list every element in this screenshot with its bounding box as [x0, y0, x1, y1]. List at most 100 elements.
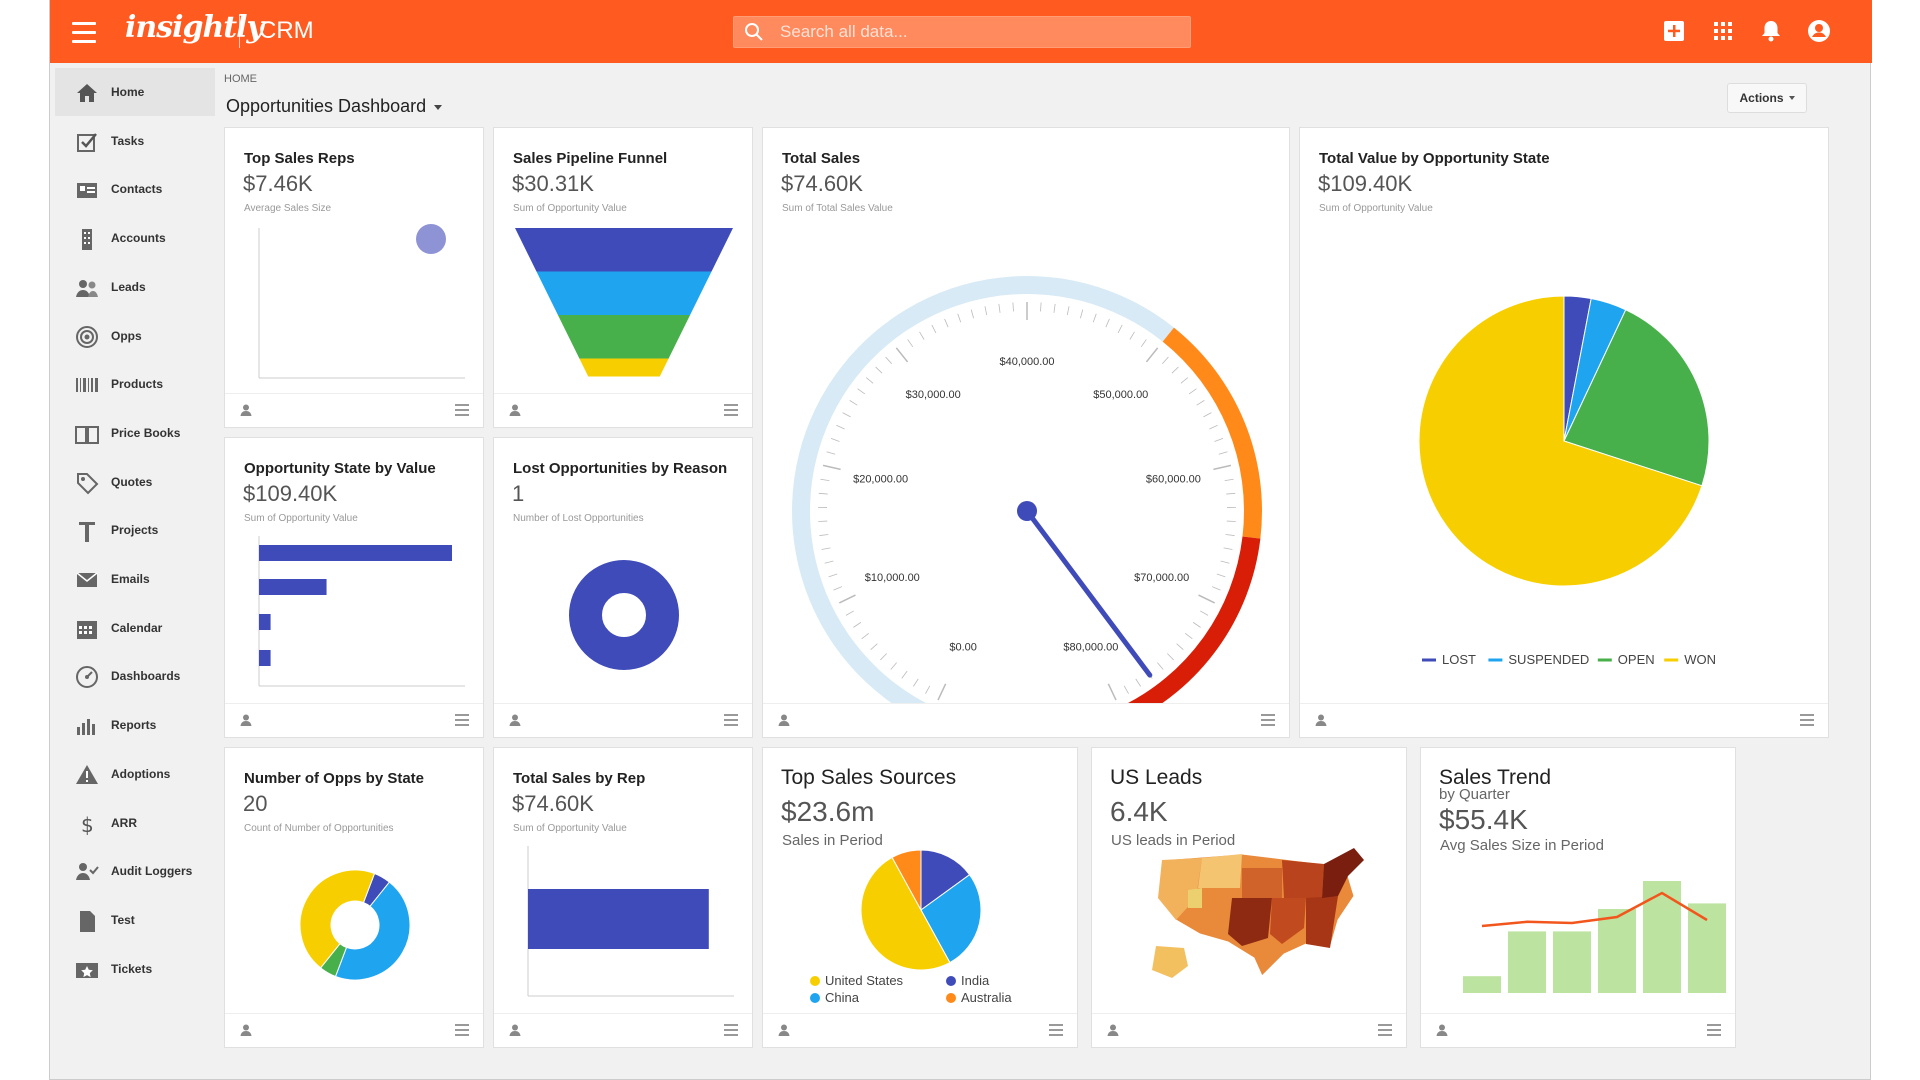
sidebar-item-quotes[interactable]: Quotes: [55, 458, 215, 506]
bar[interactable]: [259, 545, 452, 561]
bell-icon[interactable]: [1757, 17, 1785, 45]
list-icon[interactable]: [1378, 1024, 1392, 1036]
user-icon[interactable]: [239, 403, 253, 417]
legend-label[interactable]: Australia: [961, 990, 1012, 1005]
bar[interactable]: [259, 650, 271, 666]
sidebar-item-tickets[interactable]: Tickets: [55, 945, 215, 993]
user-icon[interactable]: [239, 713, 253, 727]
card-value: $55.4K: [1439, 804, 1528, 835]
sidebar-item-tasks[interactable]: Tasks: [55, 117, 215, 165]
pie-chart: India China United States Australia: [810, 849, 1012, 1005]
funnel-stage[interactable]: [536, 271, 712, 316]
funnel-stage[interactable]: [579, 358, 669, 377]
page-title-dropdown[interactable]: Opportunities Dashboard: [226, 96, 443, 117]
list-icon[interactable]: [455, 1024, 469, 1036]
sidebar-item-products[interactable]: Products: [55, 360, 215, 408]
pie-slice[interactable]: [920, 849, 971, 911]
user-icon[interactable]: [1106, 1023, 1120, 1037]
sidebar-item-reports[interactable]: Reports: [55, 701, 215, 749]
pie-slice[interactable]: [891, 849, 922, 911]
sidebar-item-calendar[interactable]: Calendar: [55, 604, 215, 652]
apps-grid-icon[interactable]: [1709, 17, 1737, 45]
user-icon[interactable]: [508, 403, 522, 417]
gauge-tick: [1040, 302, 1042, 312]
us-map[interactable]: [1152, 847, 1365, 978]
pie-slice[interactable]: [860, 856, 951, 971]
donut-slice[interactable]: [299, 869, 376, 969]
list-icon[interactable]: [1261, 714, 1275, 726]
trend-bar[interactable]: [1508, 931, 1546, 993]
sidebar-item-emails[interactable]: Emails: [55, 555, 215, 603]
funnel-stage[interactable]: [557, 315, 691, 359]
gauge-tick: [1171, 366, 1179, 374]
pie-slice[interactable]: [1563, 309, 1710, 487]
list-icon[interactable]: [724, 714, 738, 726]
pie-slice[interactable]: [1418, 295, 1703, 587]
user-profile-icon[interactable]: [1805, 17, 1833, 45]
user-icon[interactable]: [777, 713, 791, 727]
sidebar-item-dashboards[interactable]: Dashboards: [55, 652, 215, 700]
add-icon[interactable]: [1660, 17, 1688, 45]
legend-label[interactable]: WON: [1684, 652, 1716, 667]
breadcrumb[interactable]: HOME: [224, 73, 257, 85]
legend-label[interactable]: LOST: [1442, 652, 1476, 667]
trend-bar[interactable]: [1553, 931, 1591, 993]
sidebar-item-audit-loggers[interactable]: Audit Loggers: [55, 847, 215, 895]
bar[interactable]: [259, 579, 327, 595]
bar[interactable]: [528, 889, 709, 949]
trend-bar[interactable]: [1598, 909, 1636, 993]
gauge-tick: [944, 318, 949, 328]
list-icon[interactable]: [1800, 714, 1814, 726]
user-icon[interactable]: [1314, 713, 1328, 727]
list-icon[interactable]: [455, 714, 469, 726]
sidebar-item-adoptions[interactable]: Adoptions: [55, 750, 215, 798]
calendar-icon: [77, 620, 97, 639]
gauge-tick: [819, 534, 829, 536]
sidebar-item-contacts[interactable]: Contacts: [55, 165, 215, 213]
trend-bar[interactable]: [1463, 976, 1501, 993]
card-title: Total Sales: [782, 150, 861, 167]
gauge-needle-hub: [1017, 501, 1037, 521]
sidebar-item-opps[interactable]: Opps: [55, 312, 215, 360]
sidebar-item-accounts[interactable]: Accounts: [55, 214, 215, 262]
gauge-tick: [998, 303, 1001, 313]
list-icon[interactable]: [1049, 1024, 1063, 1036]
user-icon[interactable]: [239, 1023, 253, 1037]
gauge-tick: [875, 366, 883, 374]
legend-label[interactable]: China: [825, 990, 860, 1005]
list-icon[interactable]: [724, 1024, 738, 1036]
user-icon[interactable]: [508, 1023, 522, 1037]
funnel-stage[interactable]: [515, 228, 733, 272]
pie-slice[interactable]: [920, 874, 982, 964]
bar[interactable]: [259, 614, 271, 630]
user-icon[interactable]: [508, 713, 522, 727]
gauge-tick: [1176, 643, 1184, 651]
legend-label[interactable]: SUSPENDED: [1508, 652, 1589, 667]
donut-slice[interactable]: [334, 881, 411, 981]
sidebar-item-test[interactable]: Test: [55, 896, 215, 944]
list-icon[interactable]: [724, 404, 738, 416]
user-icon[interactable]: [777, 1023, 791, 1037]
legend-label[interactable]: India: [961, 973, 990, 988]
trend-bar[interactable]: [1643, 881, 1681, 993]
legend-label[interactable]: OPEN: [1618, 652, 1655, 667]
card-subtitle: by Quarter: [1439, 786, 1510, 803]
actions-button[interactable]: Actions: [1727, 83, 1807, 113]
search-input[interactable]: [780, 17, 1180, 47]
brand-logo[interactable]: insightly: [125, 10, 264, 45]
scatter-point[interactable]: [416, 224, 446, 254]
legend-label[interactable]: United States: [825, 973, 904, 988]
search-box[interactable]: [733, 16, 1191, 48]
menu-icon[interactable]: [72, 16, 96, 46]
list-icon[interactable]: [1707, 1024, 1721, 1036]
trend-bar[interactable]: [1688, 903, 1726, 993]
sidebar-item-projects[interactable]: Projects: [55, 506, 215, 554]
sidebar-item-price-books[interactable]: Price Books: [55, 409, 215, 457]
donut-slice[interactable]: [569, 560, 679, 670]
sidebar-item-leads[interactable]: Leads: [55, 263, 215, 311]
sidebar-item-home[interactable]: Home: [55, 68, 215, 116]
sidebar-item-arr[interactable]: $ ARR: [55, 799, 215, 847]
user-icon[interactable]: [1435, 1023, 1449, 1037]
legend-swatch: [946, 993, 956, 1003]
list-icon[interactable]: [455, 404, 469, 416]
